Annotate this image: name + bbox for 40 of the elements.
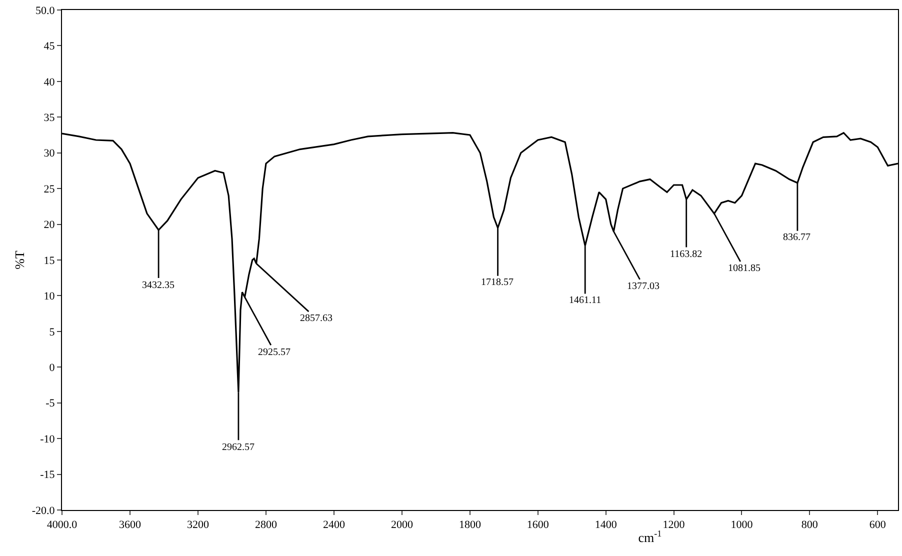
x-tick-label: 800 bbox=[801, 519, 818, 532]
y-tick-label: 45 bbox=[44, 40, 56, 53]
y-tick-label: -5 bbox=[46, 398, 56, 410]
x-axis-title: cm$^{-1}$ bbox=[638, 528, 662, 545]
x-tick-label: 1000 bbox=[730, 519, 754, 532]
annotation: 1461.11 bbox=[568, 295, 601, 306]
annotation: 2962.57 bbox=[222, 442, 254, 453]
x-tick-label: 1600 bbox=[526, 519, 550, 532]
x-tick-label: 4000.0 bbox=[46, 519, 78, 532]
y-tick-label: 35 bbox=[44, 112, 56, 124]
y-tick-label: 15 bbox=[44, 254, 56, 267]
y-tick-label: 0 bbox=[49, 362, 56, 374]
x-tick-label: 1400 bbox=[594, 519, 618, 532]
x-tick-label: 2000 bbox=[391, 519, 414, 532]
y-tick-label: 40 bbox=[44, 76, 56, 88]
x-tick-label: 1800 bbox=[458, 519, 482, 532]
annotation: 836.77 bbox=[782, 232, 810, 243]
x-tick-label: 600 bbox=[869, 519, 886, 532]
y-tick-label: -20.0 bbox=[32, 504, 56, 517]
y-tick-label: 30 bbox=[44, 148, 56, 160]
x-tick-label: 2400 bbox=[323, 519, 346, 532]
x-tick-label: 1200 bbox=[662, 519, 686, 532]
y-tick-label: 5 bbox=[49, 326, 56, 338]
x-tick-label: 3600 bbox=[119, 519, 142, 532]
y-tick-label: 25 bbox=[44, 183, 56, 196]
y-axis-title: %T bbox=[12, 250, 27, 270]
annotation: 2857.63 bbox=[300, 313, 332, 324]
annotation: 1377.03 bbox=[626, 281, 660, 292]
x-tick-label: 3200 bbox=[187, 519, 210, 532]
annotation: 1718.57 bbox=[480, 277, 514, 288]
annotation: 2925.57 bbox=[258, 347, 290, 358]
annotation: 1081.85 bbox=[728, 263, 760, 274]
x-tick-label: 2800 bbox=[255, 519, 278, 532]
y-tick-label: 50.0 bbox=[36, 4, 56, 17]
y-tick-label: 10 bbox=[44, 290, 56, 303]
y-tick-label: -10 bbox=[40, 433, 56, 446]
y-tick-label: -15 bbox=[40, 469, 56, 482]
annotation: 3432.35 bbox=[142, 280, 174, 291]
annotation: 1163.82 bbox=[670, 249, 702, 260]
y-tick-label: 20 bbox=[44, 219, 56, 232]
